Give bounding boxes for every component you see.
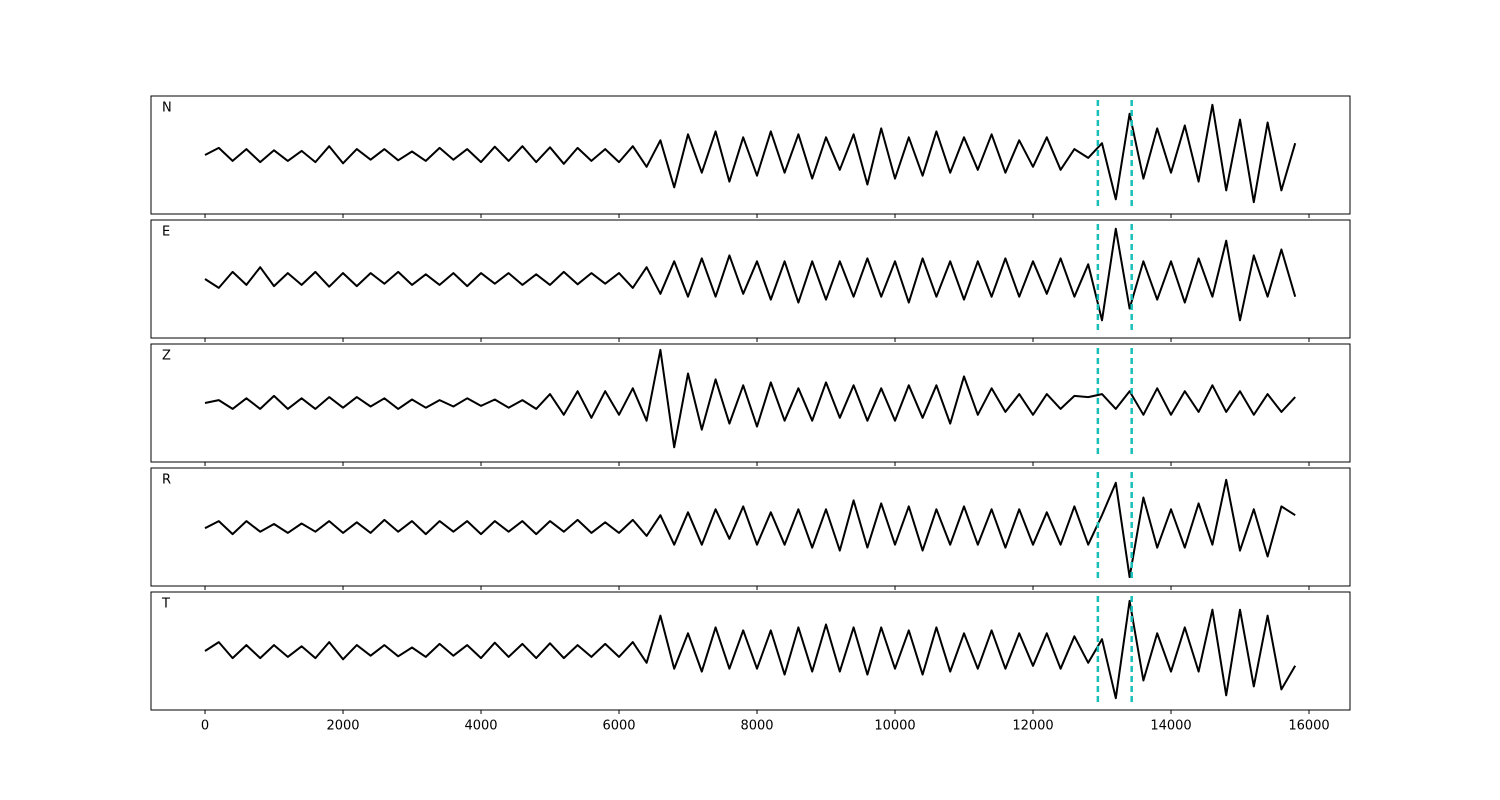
x-tick-label: 0 xyxy=(201,719,209,734)
x-tick-label: 10000 xyxy=(874,719,915,734)
x-tick-label: 4000 xyxy=(464,719,497,734)
trace xyxy=(204,478,1296,579)
panel-label: N xyxy=(162,101,172,116)
x-tick-label: 2000 xyxy=(326,719,359,734)
x-tick-label: 8000 xyxy=(740,719,773,734)
x-tick-label: 6000 xyxy=(602,719,635,734)
panel-frame xyxy=(150,467,1351,587)
x-tick-label: 16000 xyxy=(1288,719,1329,734)
x-tick-label: 14000 xyxy=(1150,719,1191,734)
panel-label: R xyxy=(162,473,171,488)
panel-label: Z xyxy=(162,349,171,364)
panel-label: T xyxy=(161,597,170,612)
panel-frame xyxy=(150,219,1351,339)
trace xyxy=(204,348,1296,449)
trace xyxy=(204,227,1297,322)
panel-frame xyxy=(150,343,1351,463)
panel-frame xyxy=(150,95,1351,215)
panel-frame xyxy=(150,591,1351,711)
trace xyxy=(204,103,1297,204)
panel-label: E xyxy=(162,225,170,240)
trace xyxy=(204,599,1297,700)
x-tick-label: 12000 xyxy=(1012,719,1053,734)
